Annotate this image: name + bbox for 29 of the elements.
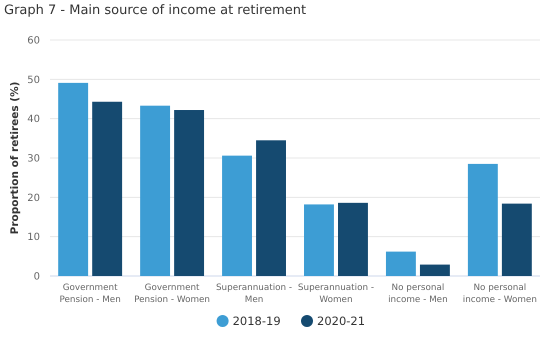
bar: [256, 140, 286, 276]
bar: [420, 264, 450, 276]
bar: [140, 106, 170, 276]
y-tick-label: 30: [27, 154, 40, 164]
bar: [58, 82, 88, 276]
legend-label: 2018-19: [232, 314, 281, 328]
y-tick-label: 60: [27, 36, 40, 46]
x-tick-label: Government Pension - Women: [134, 283, 210, 305]
bar: [174, 110, 204, 276]
y-tick-label: 20: [27, 192, 40, 204]
bar: [304, 204, 334, 276]
x-tick-label: No personal income - Women: [462, 283, 537, 305]
bar: [468, 164, 498, 276]
y-axis-title: Proportion of retirees (%): [9, 82, 21, 234]
x-tick-label: Superannuation - Women: [298, 283, 374, 305]
x-tick-label: No personal income - Men: [388, 283, 448, 305]
bar: [502, 204, 532, 276]
bar: [386, 252, 416, 276]
y-tick-label: 0: [34, 272, 40, 282]
y-tick-label: 50: [27, 74, 40, 86]
legend-label: 2020-21: [317, 314, 366, 328]
y-tick-label: 40: [27, 114, 40, 126]
bar: [338, 202, 368, 276]
x-tick-label: Government Pension - Men: [59, 283, 121, 305]
x-tick-label: Superannuation - Men: [216, 283, 292, 305]
y-tick-label: 10: [27, 232, 40, 244]
bar: [92, 102, 122, 276]
bar: [222, 156, 252, 276]
chart-title: Graph 7 - Main source of income at retirement: [4, 3, 306, 18]
